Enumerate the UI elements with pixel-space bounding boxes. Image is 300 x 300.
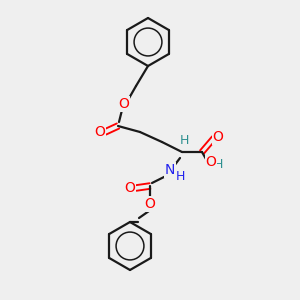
Text: O: O (213, 130, 224, 144)
Text: O: O (124, 181, 135, 195)
Text: O: O (145, 197, 155, 211)
Text: H: H (175, 170, 185, 184)
Text: O: O (206, 155, 216, 169)
Text: O: O (94, 125, 105, 139)
Text: H: H (179, 134, 189, 148)
Text: N: N (165, 163, 175, 177)
Text: H: H (213, 158, 223, 170)
Text: O: O (118, 97, 129, 111)
